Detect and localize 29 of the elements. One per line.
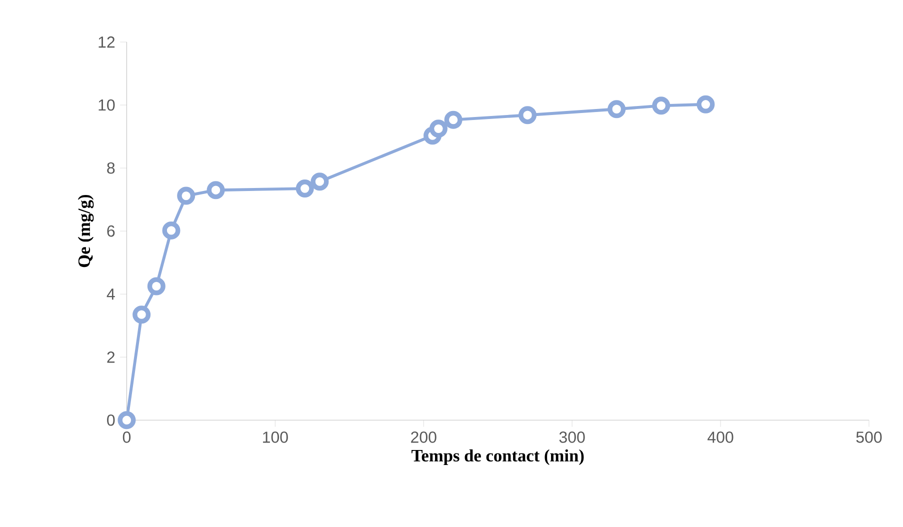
x-tick-label: 200 <box>411 432 436 443</box>
y-tick-label: 12 <box>98 36 115 48</box>
y-tick-label: 4 <box>106 288 115 300</box>
y-tick-label: 6 <box>107 225 115 237</box>
x-tick-label: 400 <box>708 432 734 443</box>
y-tick-label: 8 <box>107 162 115 174</box>
x-tick-label: 0 <box>122 432 131 443</box>
point <box>132 306 151 324</box>
y-axis-title: Qe (mg/g) <box>78 195 94 268</box>
y-tick-label: 10 <box>98 99 115 111</box>
point <box>206 181 225 200</box>
x-tick-label: 100 <box>263 432 288 443</box>
point <box>147 277 166 296</box>
point <box>518 106 537 124</box>
point <box>177 186 196 205</box>
point <box>429 120 448 138</box>
point <box>652 96 670 115</box>
point <box>696 95 715 114</box>
x-axis-title: Temps de contact (min) <box>412 449 584 466</box>
x-tick-label: 300 <box>559 432 585 443</box>
y-tick-label: 2 <box>107 352 115 363</box>
point <box>296 180 314 198</box>
point <box>444 110 462 129</box>
x-tick-label: 500 <box>856 432 882 443</box>
point <box>118 411 136 430</box>
point <box>162 222 180 240</box>
point <box>608 100 626 118</box>
point <box>310 172 329 191</box>
y-tick-label: 0 <box>107 414 115 426</box>
